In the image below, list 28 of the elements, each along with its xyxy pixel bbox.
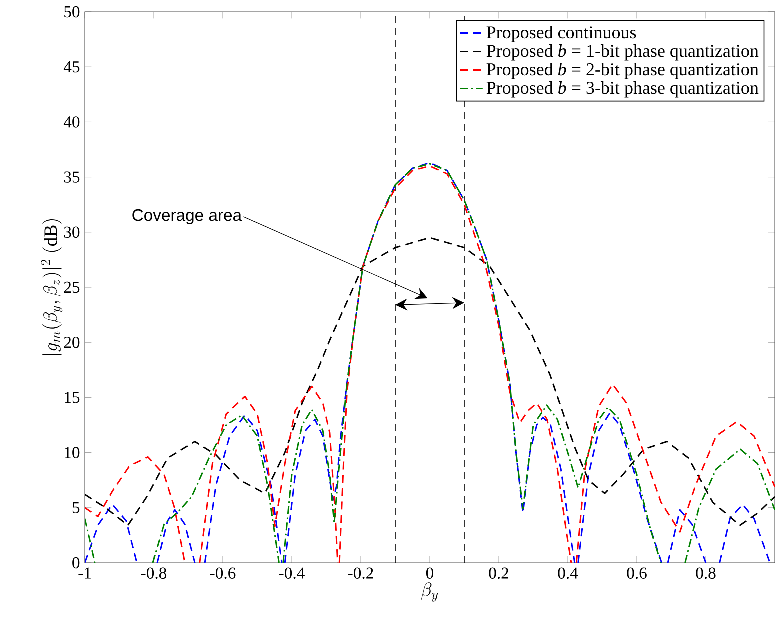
x-tick-label: -0.6 xyxy=(210,568,236,580)
x-tick-label: 0.4 xyxy=(558,568,578,580)
legend-label: Proposed continuous xyxy=(486,26,636,42)
x-tick-label: -0.2 xyxy=(348,568,374,580)
x-tick-label: 0.6 xyxy=(627,568,647,580)
y-tick-label: 35 xyxy=(64,172,80,183)
x-tick-label: 0.2 xyxy=(489,568,509,580)
y-tick-label: 15 xyxy=(65,392,80,404)
legend-label: Proposed b = 1-bit phase quantization xyxy=(486,44,759,61)
x-axis-title: $\beta_y$ xyxy=(421,582,438,602)
x-tick-label: 0.8 xyxy=(696,568,716,580)
y-tick-label: 45 xyxy=(64,62,80,73)
x-tick-label: 0 xyxy=(426,568,434,579)
x-tick-label: -1 xyxy=(78,568,91,579)
y-tick-label: 50 xyxy=(64,6,80,18)
y-axis-title: $|g_m(\beta_y,\beta_z)|^2~(\mathrm{dB})$ xyxy=(41,219,63,356)
y-tick-label: 40 xyxy=(64,116,80,128)
y-tick-label: 20 xyxy=(64,336,80,348)
legend-label: Proposed b = 2-bit phase quantization xyxy=(486,62,759,80)
y-tick-label: 30 xyxy=(64,226,80,238)
y-tick-label: 25 xyxy=(64,282,80,294)
y-tick-label: 5 xyxy=(72,502,80,514)
annotation: Coverage area xyxy=(132,209,242,225)
y-tick-label: 10 xyxy=(65,447,80,458)
legend-label: Proposed b = 3-bit phase quantization xyxy=(486,81,759,98)
y-tick-label: 0 xyxy=(72,557,80,569)
x-tick-label: -0.8 xyxy=(141,568,167,580)
x-tick-label: -0.4 xyxy=(279,568,305,580)
